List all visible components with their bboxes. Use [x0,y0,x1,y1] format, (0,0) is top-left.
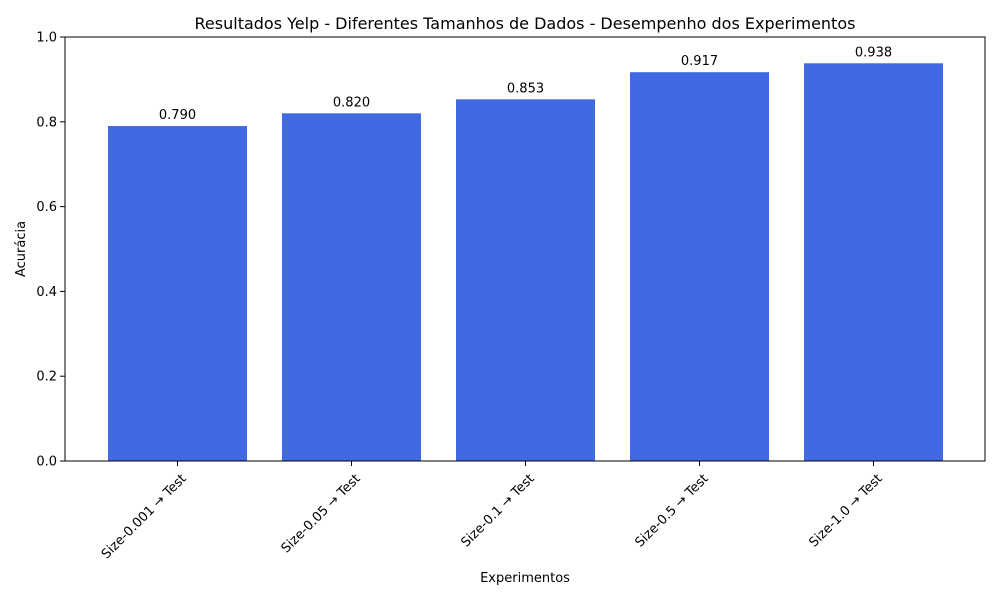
data-labels: 0.790 0.820 0.853 0.917 0.938 [159,45,892,123]
data-label-4: 0.938 [855,45,892,60]
data-label-2: 0.853 [507,81,544,96]
x-axis-label: Experimentos [480,571,570,586]
data-label-1: 0.820 [333,95,370,110]
x-tick-label-4: Size-1.0 → Test [806,471,885,550]
x-tick-label-3: Size-0.5 → Test [632,471,711,550]
bar-4 [804,63,943,462]
data-label-3: 0.917 [681,54,718,69]
bar-0 [108,126,247,461]
plot-frame [64,36,986,462]
data-label-0: 0.790 [159,108,196,123]
y-axis-label: Acurácia [14,221,29,277]
y-tick-label-1: 0.2 [36,370,57,385]
bar-3 [630,72,769,461]
y-tick-label-5: 1.0 [36,31,57,46]
x-tick-label-2: Size-0.1 → Test [458,471,537,550]
y-axis-ticks: 0.0 0.2 0.4 0.6 0.8 1.0 [36,31,65,470]
y-tick-label-4: 0.8 [36,115,57,130]
y-tick-label-0: 0.0 [36,455,57,470]
y-tick-label-2: 0.4 [36,285,57,300]
x-tick-label-1: Size-0.05 → Test [279,471,364,556]
x-tick-label-0: Size-0.001 → Test [99,471,190,562]
chart-title: Resultados Yelp - Diferentes Tamanhos de… [195,14,856,33]
bar-2 [456,99,595,461]
x-axis-ticks: Size-0.001 → Test Size-0.05 → Test Size-0.… [99,461,886,562]
y-tick-label-3: 0.6 [36,200,57,215]
bar-1 [282,113,421,461]
bars-group [108,63,943,462]
